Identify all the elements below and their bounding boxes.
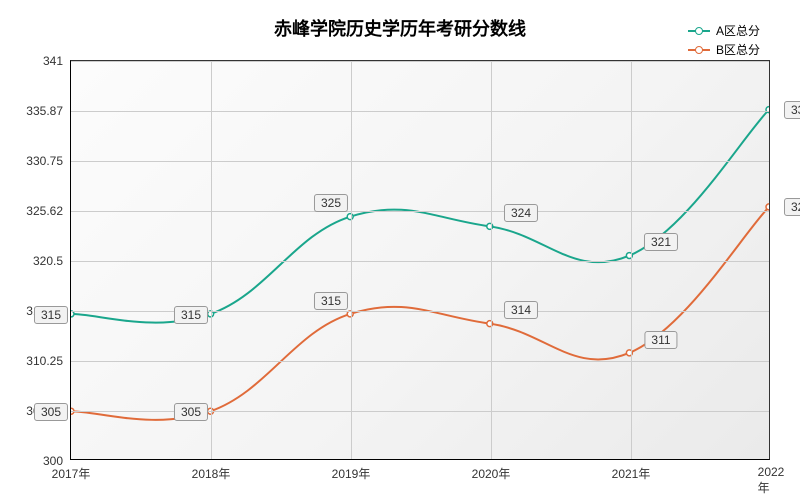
legend-label-a: A区总分 bbox=[716, 22, 760, 39]
legend-label-b: B区总分 bbox=[716, 41, 760, 58]
marker-b bbox=[766, 204, 769, 210]
legend-swatch-b bbox=[688, 49, 710, 51]
x-axis-label: 2022年 bbox=[758, 465, 785, 496]
value-label-a: 325 bbox=[314, 194, 348, 212]
gridline-v bbox=[351, 61, 352, 459]
x-axis-label: 2017年 bbox=[52, 465, 91, 482]
plot-area: 300305.12310.25315.37320.5325.62330.7533… bbox=[70, 60, 770, 460]
gridline-v bbox=[211, 61, 212, 459]
value-label-a: 321 bbox=[644, 233, 678, 251]
value-label-a: 324 bbox=[504, 204, 538, 222]
y-axis-label: 320.5 bbox=[33, 254, 63, 268]
chart-container: 赤峰学院历史学历年考研分数线 A区总分 B区总分 300305.12310.25… bbox=[0, 0, 800, 500]
x-axis-label: 2018年 bbox=[192, 465, 231, 482]
value-label-b: 326 bbox=[784, 198, 800, 216]
chart-title: 赤峰学院历史学历年考研分数线 bbox=[0, 15, 800, 41]
legend-swatch-a bbox=[688, 30, 710, 32]
gridline-h bbox=[71, 261, 769, 262]
value-label-a: 336 bbox=[784, 101, 800, 119]
gridline-h bbox=[71, 111, 769, 112]
value-label-a: 315 bbox=[174, 306, 208, 324]
value-label-b: 311 bbox=[644, 331, 677, 349]
x-axis-label: 2019年 bbox=[332, 465, 371, 482]
legend-item-b: B区总分 bbox=[688, 41, 760, 58]
value-label-b: 314 bbox=[504, 301, 538, 319]
x-axis-label: 2020年 bbox=[472, 465, 511, 482]
x-axis-label: 2021年 bbox=[612, 465, 651, 482]
y-axis-label: 330.75 bbox=[26, 154, 63, 168]
legend: A区总分 B区总分 bbox=[688, 22, 760, 60]
gridline-h bbox=[71, 211, 769, 212]
y-axis-label: 325.62 bbox=[26, 204, 63, 218]
value-label-b: 305 bbox=[34, 403, 68, 421]
gridline-h bbox=[71, 61, 769, 62]
value-label-b: 305 bbox=[174, 403, 208, 421]
series-line-a bbox=[71, 110, 769, 323]
gridline-h bbox=[71, 161, 769, 162]
gridline-h bbox=[71, 361, 769, 362]
y-axis-label: 341 bbox=[43, 54, 63, 68]
y-axis-label: 335.87 bbox=[26, 104, 63, 118]
gridline-v bbox=[631, 61, 632, 459]
value-label-b: 315 bbox=[314, 292, 348, 310]
gridline-v bbox=[491, 61, 492, 459]
value-label-a: 315 bbox=[34, 306, 68, 324]
y-axis-label: 310.25 bbox=[26, 354, 63, 368]
legend-item-a: A区总分 bbox=[688, 22, 760, 39]
